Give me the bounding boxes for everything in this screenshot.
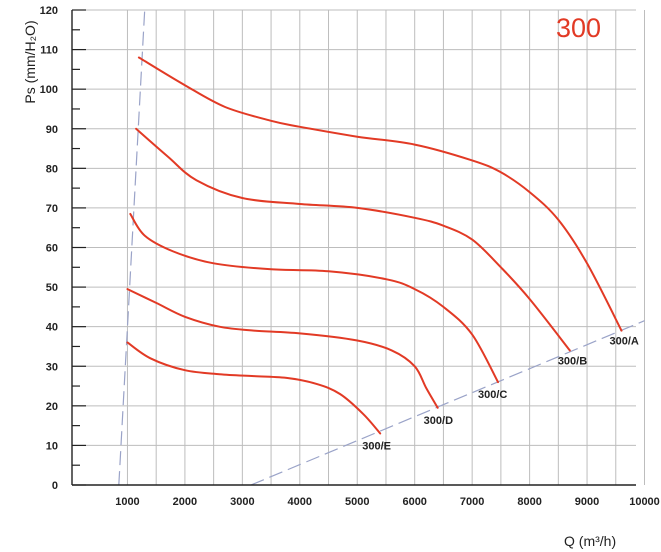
reference-lines — [118, 9, 645, 486]
y-tick-label: 20 — [46, 401, 58, 413]
curve-labels: 300/A 300/B 300/C 300/D 300/E — [362, 336, 639, 453]
curve-label-300-E: 300/E — [362, 441, 391, 453]
curve-label-300-D: 300/D — [424, 415, 453, 427]
curve-300-B — [135, 127, 571, 352]
x-tick-label: 5000 — [345, 496, 369, 508]
x-tick-label: 7000 — [460, 496, 484, 508]
chart-title: 300 — [556, 13, 601, 43]
axes — [71, 9, 636, 486]
y-tick-label: 90 — [46, 124, 58, 136]
curve-label-300-C: 300/C — [478, 389, 507, 401]
curve-label-300-B: 300/B — [558, 355, 587, 367]
x-tick-label: 1000 — [115, 496, 139, 508]
y-tick-label: 50 — [46, 282, 58, 294]
x-tick-label: 2000 — [173, 496, 197, 508]
y-tick-label: 80 — [46, 163, 58, 175]
x-tick-label: 8000 — [517, 496, 541, 508]
y-axis-title: Ps (mm/H₂O) — [22, 20, 38, 103]
y-tick-label: 40 — [46, 322, 58, 334]
x-tick-label: 6000 — [402, 496, 426, 508]
y-tick-label: 120 — [40, 5, 58, 17]
x-tick-label: 10000 — [629, 496, 660, 508]
performance-curves — [126, 56, 623, 435]
y-tick-label: 60 — [46, 243, 58, 255]
y-tick-labels: 0 10 20 30 40 50 60 70 80 90 100 110 120 — [40, 5, 58, 492]
y-tick-label: 100 — [40, 84, 58, 96]
x-tick-label: 3000 — [230, 496, 254, 508]
y-tick-label: 110 — [40, 45, 58, 57]
x-tick-label: 4000 — [288, 496, 312, 508]
y-tick-label: 30 — [46, 361, 58, 373]
x-axis-title: Q (m³/h) — [564, 533, 616, 549]
curve-300-E — [126, 341, 382, 435]
curve-300-D — [126, 288, 439, 409]
curve-300-C — [129, 212, 499, 384]
reference-line-0 — [118, 9, 146, 486]
x-tick-label: 9000 — [575, 496, 599, 508]
y-tick-label: 0 — [52, 480, 58, 492]
reference-line-1 — [250, 320, 645, 486]
x-tick-labels: 1000 2000 3000 4000 5000 6000 7000 8000 9000 1000… — [115, 496, 660, 508]
y-tick-label: 10 — [46, 440, 58, 452]
grid — [72, 9, 645, 486]
curve-label-300-A: 300/A — [610, 336, 639, 348]
y-tick-label: 70 — [46, 203, 58, 215]
curve-300-A — [137, 56, 623, 332]
